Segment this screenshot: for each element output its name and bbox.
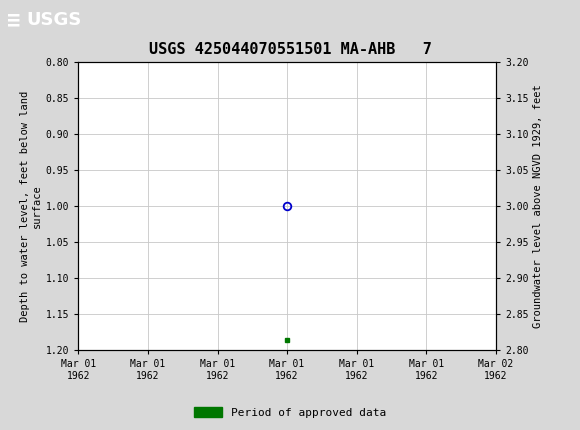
Y-axis label: Groundwater level above NGVD 1929, feet: Groundwater level above NGVD 1929, feet [532, 85, 543, 328]
Text: USGS 425044070551501 MA-AHB   7: USGS 425044070551501 MA-AHB 7 [148, 42, 432, 56]
Text: ≡: ≡ [7, 10, 20, 30]
Y-axis label: Depth to water level, feet below land
surface: Depth to water level, feet below land su… [20, 91, 42, 322]
Legend: Period of approved data: Period of approved data [190, 403, 390, 422]
Text: USGS: USGS [26, 11, 81, 29]
